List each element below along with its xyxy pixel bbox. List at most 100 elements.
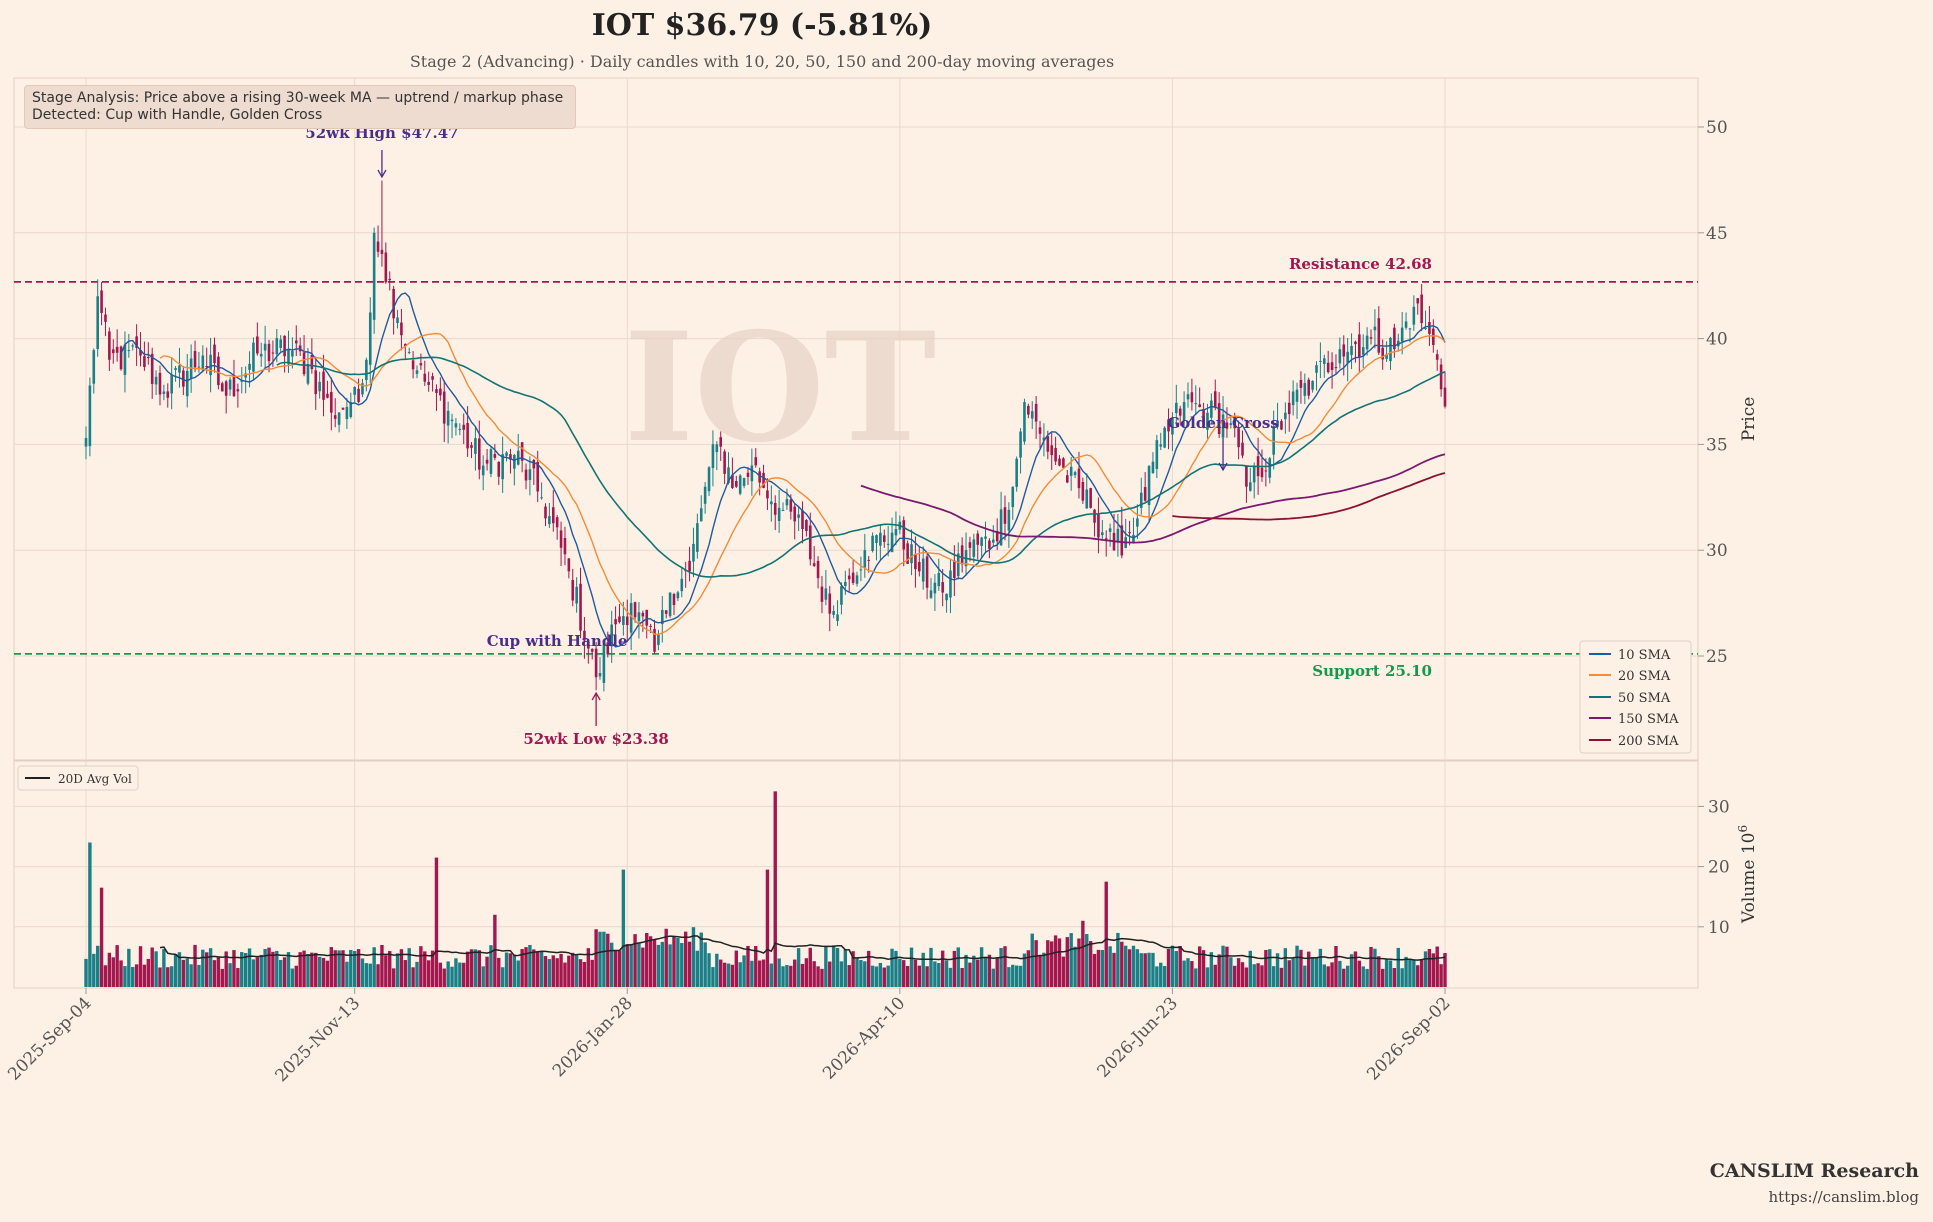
candle-body <box>1268 458 1272 478</box>
volume-bar <box>232 950 236 987</box>
volume-bar <box>1229 957 1233 987</box>
volume-bar <box>800 963 805 987</box>
candle-body <box>100 290 103 313</box>
volume-bar <box>582 961 587 987</box>
candle-body <box>1003 507 1007 524</box>
candle-body <box>384 252 388 283</box>
candle-body <box>380 249 384 254</box>
volume-bar <box>1197 946 1202 987</box>
volume-bar <box>372 947 376 987</box>
volume-bar <box>1061 956 1066 987</box>
candle-body <box>513 454 516 469</box>
candle-body <box>610 624 613 647</box>
golden-cross-arrow-head <box>1218 462 1228 472</box>
candle-body <box>1439 364 1443 390</box>
volume-bar <box>987 954 992 987</box>
candle-body <box>115 346 119 353</box>
candle-body <box>1400 327 1404 342</box>
candle-body <box>816 560 820 579</box>
candle-body <box>330 391 333 413</box>
candle-body <box>376 241 380 252</box>
candle-body <box>1365 335 1369 350</box>
volume-bar <box>1271 966 1276 987</box>
candle-body <box>1326 362 1330 373</box>
volume-bar <box>742 955 746 987</box>
volume-bar <box>95 945 100 987</box>
volume-average-line <box>159 935 1446 961</box>
volume-bar <box>909 947 914 987</box>
volume-bar <box>609 942 614 987</box>
candle-body <box>703 486 707 504</box>
candle-body <box>470 445 473 448</box>
candle-body <box>925 556 929 588</box>
candle-body <box>1225 422 1229 429</box>
volume-bar <box>902 960 906 987</box>
candle-body <box>1046 436 1050 452</box>
candle-body <box>368 312 372 365</box>
candle-body <box>365 359 368 381</box>
date-axis: 2025-Sep-04 2025-Nov-13 2026-Jan-28 2026-Ap… <box>4 988 1455 1086</box>
date-tick-label: 2026-Sep-02 <box>1363 993 1454 1084</box>
candle-body <box>918 561 921 572</box>
volume-tick-label: 10 <box>1708 918 1730 938</box>
volume-bar <box>1155 966 1159 987</box>
volume-bar <box>602 931 606 987</box>
volume-bar <box>1077 938 1081 987</box>
candle-body <box>812 563 816 567</box>
candle-body <box>1342 344 1346 357</box>
volume-bar <box>247 948 252 987</box>
volume-bar <box>1190 961 1194 987</box>
candle-body <box>1241 442 1244 456</box>
candle-body <box>1385 354 1388 359</box>
volume-bar <box>948 967 953 987</box>
volume-bar <box>1299 949 1303 987</box>
volume-bar <box>403 960 408 987</box>
candle-body <box>166 391 170 398</box>
candle-body <box>1038 427 1042 434</box>
volume-bar <box>111 957 115 987</box>
candle-body <box>302 352 306 375</box>
volume-bar <box>1139 953 1143 987</box>
candle-body <box>1435 354 1439 360</box>
candle-body <box>773 502 777 515</box>
volume-bar <box>473 949 478 987</box>
candle-body <box>960 545 964 565</box>
candle-body <box>322 371 325 400</box>
volume-bar <box>465 951 470 987</box>
resistance-label: Resistance 42.68 <box>1289 255 1432 273</box>
candle-body <box>1011 486 1015 508</box>
volume-bar <box>863 961 867 987</box>
candle-body <box>559 530 563 548</box>
volume-bar <box>1050 941 1054 987</box>
volume-bar <box>1073 946 1077 987</box>
volume-bar <box>493 914 497 987</box>
volume-bar <box>1120 941 1124 987</box>
volume-bar <box>508 953 513 987</box>
candle-body <box>1424 328 1427 330</box>
candle-body <box>544 506 547 519</box>
candle-body <box>633 602 637 618</box>
candle-body <box>1178 408 1182 416</box>
candle-body <box>388 278 392 281</box>
volume-bar <box>1373 948 1377 987</box>
candle-body <box>481 465 485 476</box>
volume-bar <box>1217 954 1221 987</box>
brand-url[interactable]: https://canslim.blog <box>1768 1188 1920 1206</box>
volume-bar <box>407 948 411 987</box>
volume-bar <box>391 968 396 987</box>
candle-body <box>836 614 839 621</box>
volume-bar <box>781 966 785 987</box>
volume-bar <box>765 869 770 987</box>
volume-bar <box>773 791 777 987</box>
candle-body <box>154 376 158 385</box>
volume-bar <box>380 944 384 987</box>
volume-bar <box>512 954 517 987</box>
price-tick-label: 25 <box>1706 647 1728 667</box>
volume-bar <box>828 961 832 987</box>
candle-body <box>318 381 321 392</box>
volume-bar <box>1053 935 1058 987</box>
volume-bar <box>1419 959 1424 987</box>
volume-bar <box>1233 965 1237 987</box>
candle-body <box>1322 358 1326 364</box>
volume-bar <box>462 962 466 987</box>
